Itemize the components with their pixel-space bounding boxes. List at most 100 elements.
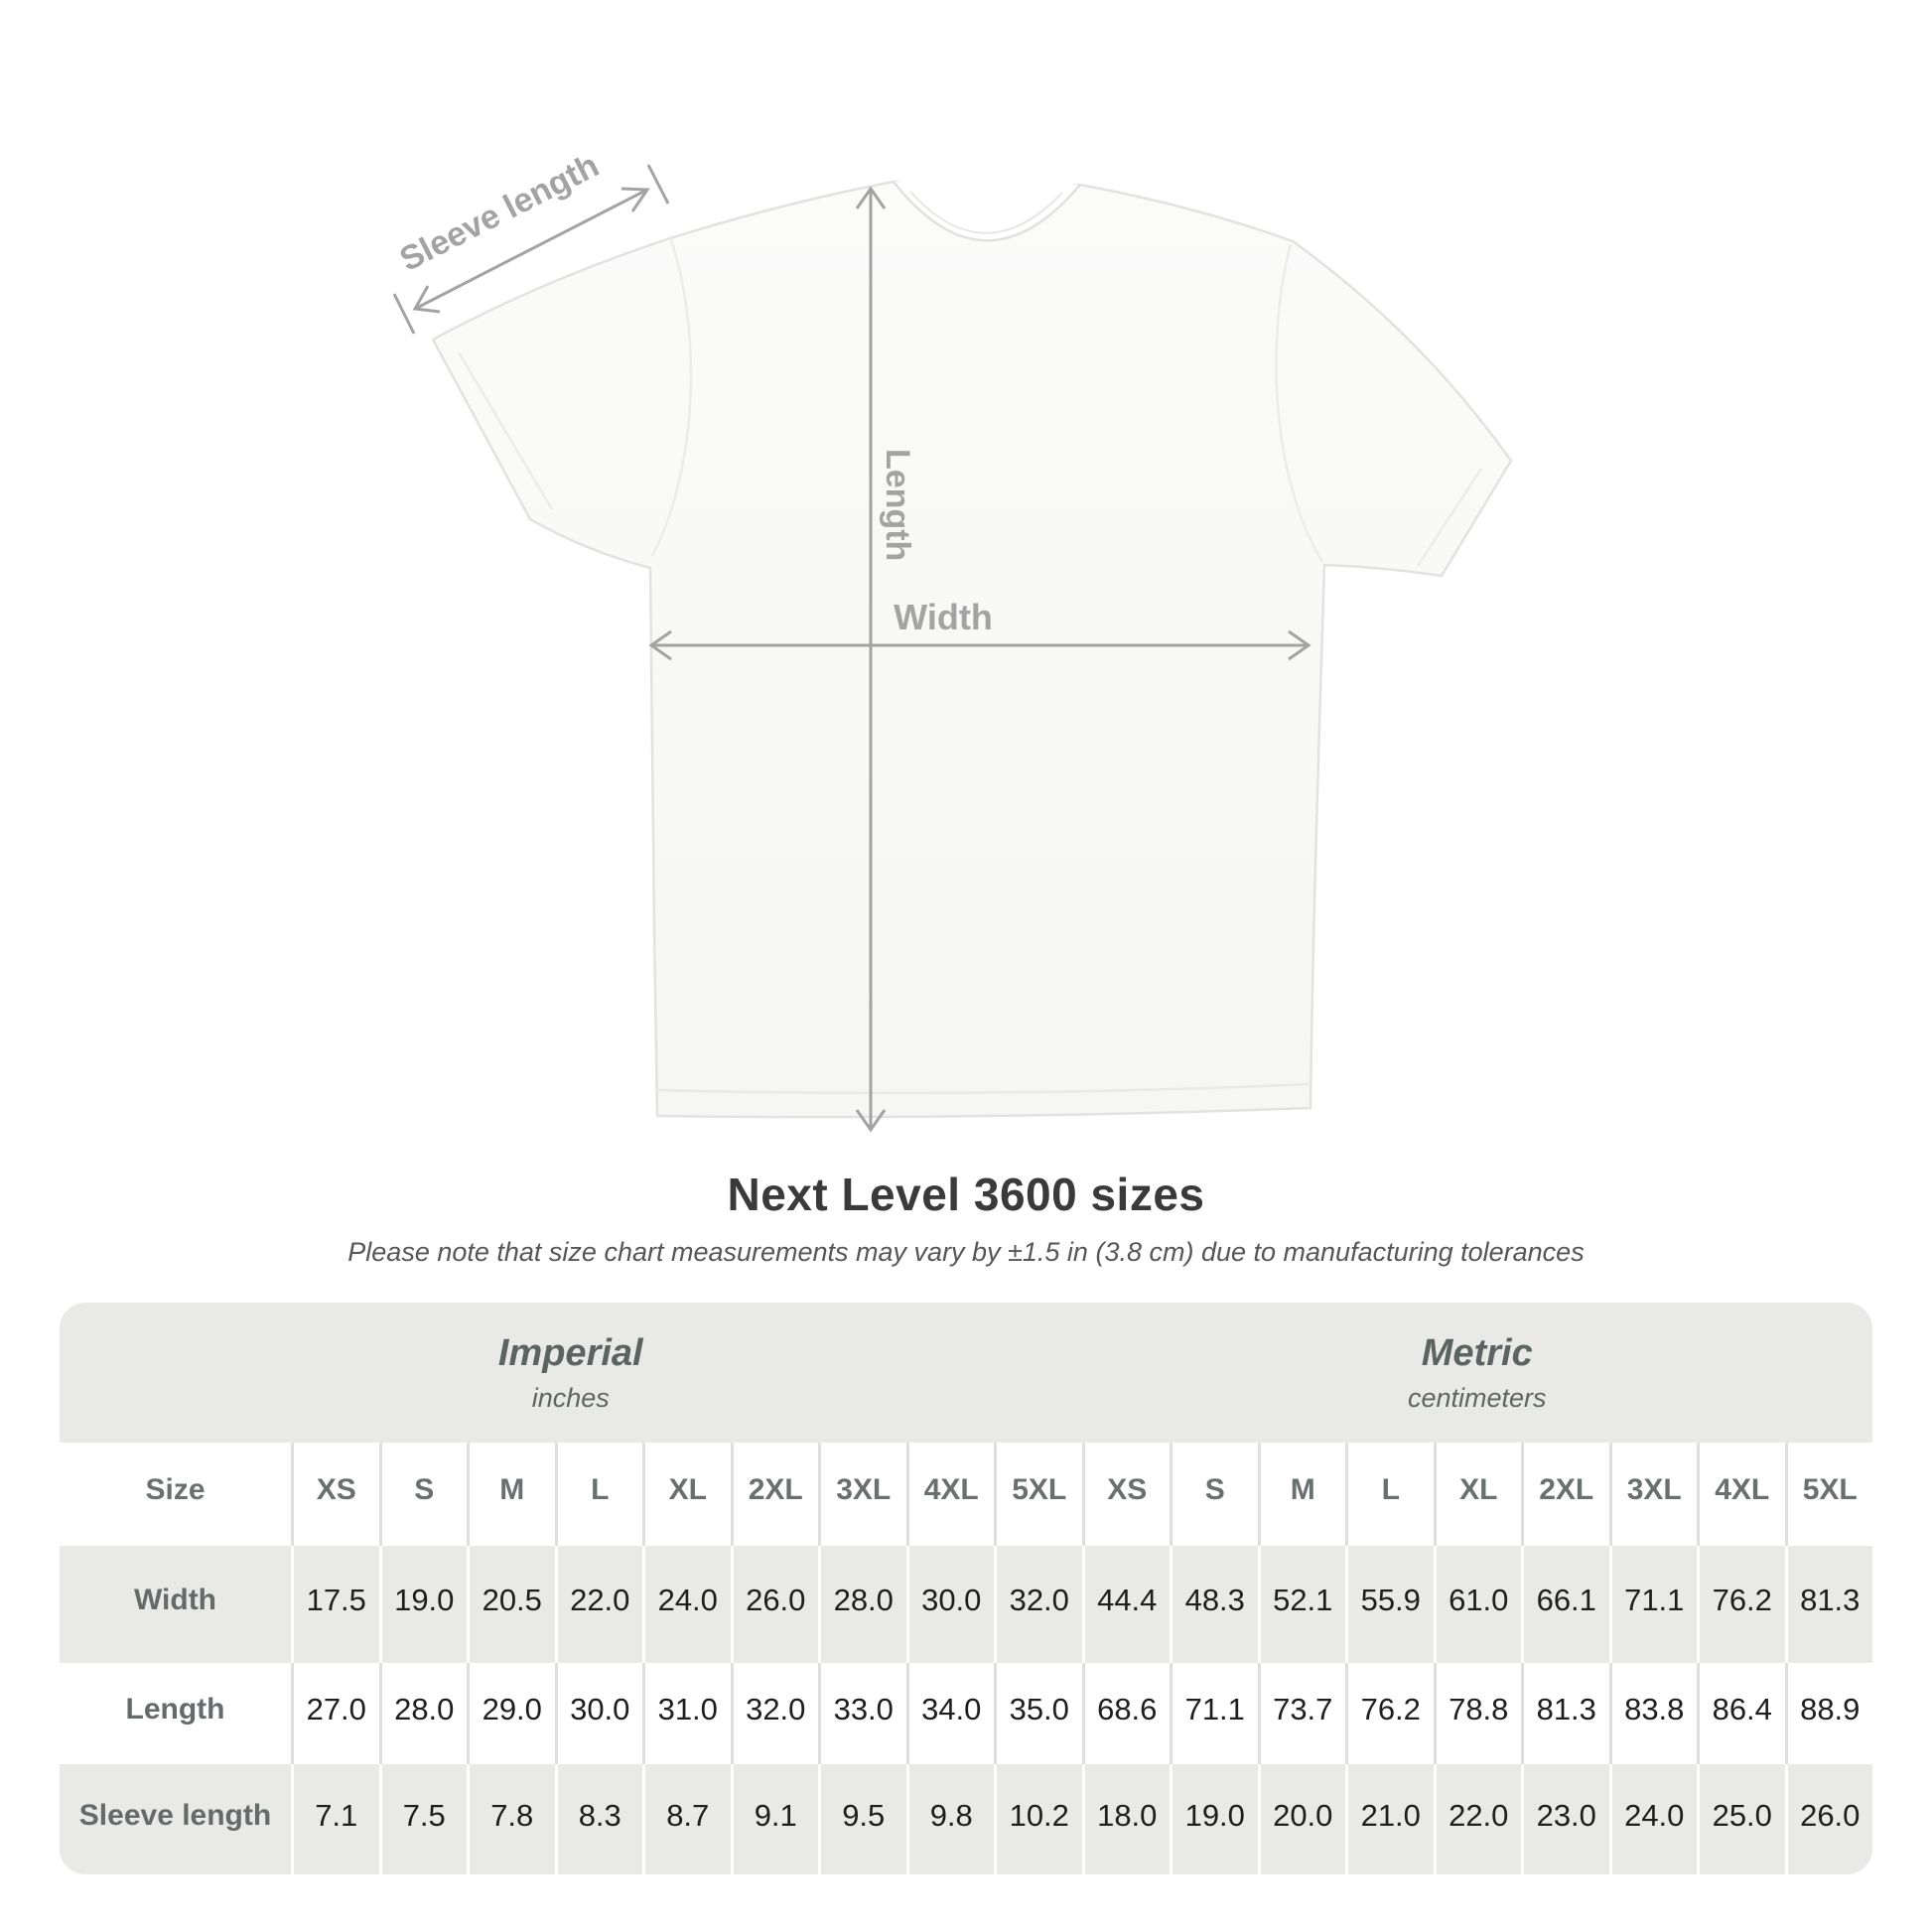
collar-outline (893, 181, 1081, 242)
tshirt-svg: Sleeve length Length Width (392, 147, 1513, 1133)
value-cell: 9.8 (905, 1764, 995, 1874)
value-cell: 32.0 (994, 1546, 1082, 1663)
size-header: 3XL (1608, 1443, 1698, 1546)
value-cell: 22.0 (554, 1546, 643, 1663)
value-cell: 68.6 (1081, 1663, 1171, 1764)
value-cell: 44.4 (1081, 1546, 1171, 1663)
size-header: XS (291, 1443, 379, 1546)
value-cell: 66.1 (1521, 1546, 1609, 1663)
value-cell: 61.0 (1433, 1546, 1522, 1663)
metric-group-name: Metric (1421, 1332, 1533, 1374)
value-cell: 76.2 (1345, 1663, 1434, 1764)
row-label: Width (133, 1584, 217, 1616)
value-cell: 20.5 (467, 1546, 555, 1663)
size-header: L (1345, 1443, 1434, 1546)
value-cell: 48.3 (1170, 1546, 1258, 1663)
value-cell: 7.8 (467, 1764, 555, 1874)
metric-group-header: Metric centimeters (1082, 1303, 1873, 1443)
measurement-lines (392, 164, 1311, 1133)
page-title: Next Level 3600 sizes (727, 1169, 1205, 1220)
value-cell: 71.1 (1608, 1546, 1698, 1663)
sleeve-tick-upper (646, 164, 670, 205)
tshirt-measurement-diagram: Sleeve length Length Width (392, 147, 1513, 1133)
value-cell: 73.7 (1257, 1663, 1346, 1764)
width-label: Width (894, 597, 993, 637)
size-header: 5XL (1784, 1443, 1873, 1546)
imperial-group-name: Imperial (497, 1332, 643, 1374)
value-cell: 78.8 (1433, 1663, 1522, 1764)
size-header: S (1170, 1443, 1258, 1546)
table-row-sleeve-length: Sleeve length 7.1 7.5 7.8 8.3 8.7 9.1 9.… (60, 1764, 1872, 1874)
left-sleeve-hem (457, 351, 554, 510)
size-header: L (554, 1443, 643, 1546)
size-header-row: Size XS S M L XL 2XL 3XL 4XL 5XL XS S M … (60, 1443, 1872, 1546)
imperial-group-header: Imperial inches (60, 1303, 1082, 1443)
value-cell: 25.0 (1697, 1764, 1785, 1874)
size-header: 4XL (905, 1443, 995, 1546)
value-cell: 76.2 (1697, 1546, 1785, 1663)
value-cell: 20.0 (1257, 1764, 1346, 1874)
value-cell: 26.0 (1784, 1764, 1873, 1874)
value-cell: 7.1 (291, 1764, 379, 1874)
unit-header-row: Imperial inches Metric centimeters (60, 1303, 1872, 1443)
left-armhole-seam (650, 239, 693, 557)
value-cell: 35.0 (994, 1663, 1082, 1764)
tshirt-illustration (431, 180, 1513, 1119)
value-cell: 83.8 (1608, 1663, 1698, 1764)
sleeve-arrow-lower (412, 285, 441, 314)
value-cell: 28.0 (818, 1546, 906, 1663)
value-cell: 22.0 (1433, 1764, 1522, 1874)
size-header: M (467, 1443, 555, 1546)
value-cell: 17.5 (291, 1546, 379, 1663)
length-arrow-bottom (855, 1109, 887, 1133)
value-cell: 18.0 (1081, 1764, 1171, 1874)
tolerance-note: Please note that size chart measurements… (347, 1237, 1585, 1267)
imperial-group-unit: inches (531, 1383, 610, 1413)
size-column-header: Size (145, 1473, 206, 1506)
value-cell: 81.3 (1784, 1546, 1873, 1663)
table-row-length: Length 27.0 28.0 29.0 30.0 31.0 32.0 33.… (60, 1663, 1872, 1764)
sleeve-length-label: Sleeve length (394, 147, 606, 279)
value-cell: 34.0 (905, 1663, 995, 1764)
collar-inner-seam (909, 191, 1063, 234)
value-cell: 24.0 (1608, 1764, 1698, 1874)
right-sleeve-hem (1416, 468, 1483, 567)
length-arrow-top (855, 186, 887, 209)
value-cell: 52.1 (1257, 1546, 1346, 1663)
size-header: M (1257, 1443, 1346, 1546)
value-cell: 29.0 (467, 1663, 555, 1764)
row-label: Length (125, 1693, 225, 1725)
value-cell: 26.0 (730, 1546, 819, 1663)
value-cell: 81.3 (1521, 1663, 1609, 1764)
value-cell: 10.2 (994, 1764, 1082, 1874)
size-header: XS (1081, 1443, 1171, 1546)
value-cell: 27.0 (291, 1663, 379, 1764)
value-cell: 30.0 (554, 1663, 643, 1764)
size-header: 5XL (994, 1443, 1082, 1546)
table-row-width: Width 17.5 19.0 20.5 22.0 24.0 26.0 28.0… (60, 1546, 1872, 1663)
value-cell: 21.0 (1345, 1764, 1434, 1874)
value-cell: 71.1 (1170, 1663, 1258, 1764)
right-armhole-seam (1275, 243, 1324, 563)
value-cell: 88.9 (1784, 1663, 1873, 1764)
value-cell: 7.5 (378, 1764, 468, 1874)
width-arrow-left (648, 629, 672, 661)
size-header: XL (1433, 1443, 1522, 1546)
value-cell: 32.0 (730, 1663, 819, 1764)
size-header: 3XL (818, 1443, 906, 1546)
value-cell: 86.4 (1697, 1663, 1785, 1764)
value-cell: 24.0 (642, 1546, 731, 1663)
value-cell: 31.0 (642, 1663, 731, 1764)
size-header: XL (642, 1443, 731, 1546)
value-cell: 19.0 (378, 1546, 468, 1663)
size-header: 4XL (1697, 1443, 1785, 1546)
value-cell: 28.0 (378, 1663, 468, 1764)
bottom-hem-seam (654, 1082, 1310, 1095)
metric-group-unit: centimeters (1407, 1383, 1547, 1413)
size-header: 2XL (730, 1443, 819, 1546)
value-cell: 30.0 (905, 1546, 995, 1663)
value-cell: 8.3 (554, 1764, 643, 1874)
value-cell: 9.5 (818, 1764, 906, 1874)
value-cell: 8.7 (642, 1764, 731, 1874)
size-header: 2XL (1521, 1443, 1609, 1546)
